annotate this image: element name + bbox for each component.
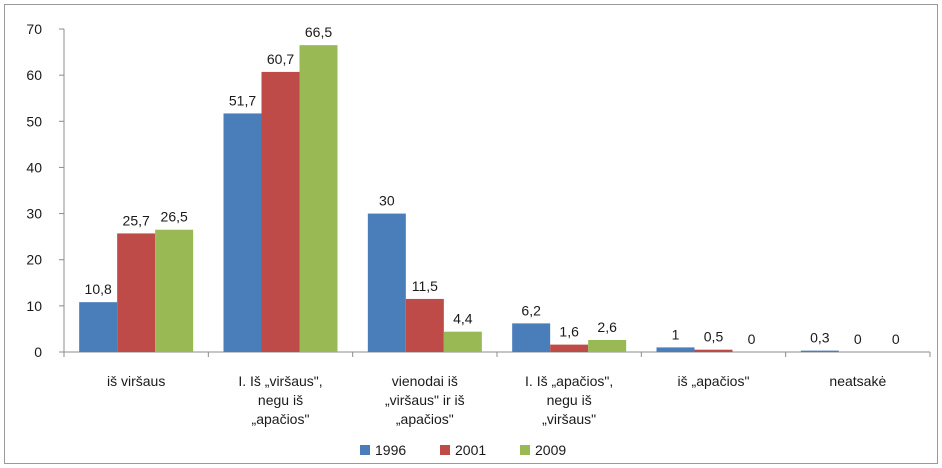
category-labels: iš viršaus I. Iš „viršaus", negu iš „apačio… <box>107 373 886 427</box>
data-label-2001-cat-5: 0,5 <box>704 329 724 345</box>
data-label-1996-cat-2: 51,7 <box>229 92 256 108</box>
data-label-1996-cat-5: 1 <box>672 326 680 342</box>
bar-2001-cat-1 <box>117 233 156 352</box>
data-label-2009-cat-4: 2,6 <box>597 319 617 335</box>
data-label-2001-cat-4: 1,6 <box>559 324 579 340</box>
bar-2009-cat-3 <box>443 331 482 352</box>
data-label-1996-cat-1: 10,8 <box>85 281 112 297</box>
data-labels: 10,8 25,7 26,5 51,7 60,7 66,5 30 11,5 4,4 6,2 1,6 2… <box>85 24 900 347</box>
data-label-2009-cat-1: 26,5 <box>161 209 188 225</box>
y-tick-label: 60 <box>26 67 42 83</box>
legend-label-2009: 2009 <box>535 442 566 458</box>
data-label-2001-cat-3: 11,5 <box>412 278 438 294</box>
y-tick-label: 50 <box>26 113 42 129</box>
category-label-2: I. Iš „viršaus", negu iš „apačios" <box>238 373 322 427</box>
data-label-2001-cat-1: 25,7 <box>123 212 150 228</box>
y-tick-label: 0 <box>34 344 42 360</box>
bar-1996-cat-3 <box>367 213 406 352</box>
data-label-2009-cat-6: 0 <box>892 331 900 347</box>
bar-1996-cat-4 <box>512 323 551 352</box>
bar-1996-cat-5 <box>656 347 695 352</box>
y-tick-label: 20 <box>26 252 42 268</box>
legend-label-1996: 1996 <box>375 442 406 458</box>
bar-2009-cat-1 <box>155 229 194 352</box>
bar-2001-cat-4 <box>550 344 589 352</box>
data-label-1996-cat-3: 30 <box>379 193 395 209</box>
y-tick-label: 10 <box>26 298 42 314</box>
category-label-1: iš viršaus <box>107 373 165 389</box>
data-label-1996-cat-6: 0,3 <box>810 330 830 346</box>
bars <box>79 45 839 353</box>
category-label-5: iš „apačios" <box>678 373 750 389</box>
legend: 1996 2001 2009 <box>360 442 566 458</box>
bar-2001-cat-3 <box>405 298 444 352</box>
data-label-2001-cat-2: 60,7 <box>267 51 294 67</box>
bar-2009-cat-2 <box>299 45 338 353</box>
data-label-2009-cat-5: 0 <box>748 331 756 347</box>
bar-1996-cat-2 <box>223 113 262 352</box>
category-label-6: neatsakė <box>829 373 886 389</box>
legend-swatch-2009 <box>520 445 530 455</box>
data-label-2009-cat-3: 4,4 <box>453 311 473 327</box>
legend-swatch-1996 <box>360 445 370 455</box>
bar-2009-cat-4 <box>588 340 627 352</box>
bar-2001-cat-2 <box>261 71 300 353</box>
bar-1996-cat-1 <box>79 302 118 352</box>
data-label-2009-cat-2: 66,5 <box>305 24 332 40</box>
y-tick-label: 40 <box>26 159 42 175</box>
data-label-1996-cat-4: 6,2 <box>521 302 541 318</box>
legend-swatch-2001 <box>440 445 450 455</box>
data-label-2001-cat-6: 0 <box>854 331 862 347</box>
legend-label-2001: 2001 <box>455 442 486 458</box>
bar-2001-cat-5 <box>694 349 733 352</box>
y-tick-label: 30 <box>26 206 42 222</box>
y-tick-label: 70 <box>26 21 42 37</box>
category-label-3: vienodai iš „viršaus" ir iš „apačios" <box>385 373 465 427</box>
category-label-4: I. Iš „apačios", negu iš „viršaus" <box>525 373 613 427</box>
bar-1996-cat-6 <box>800 350 839 352</box>
